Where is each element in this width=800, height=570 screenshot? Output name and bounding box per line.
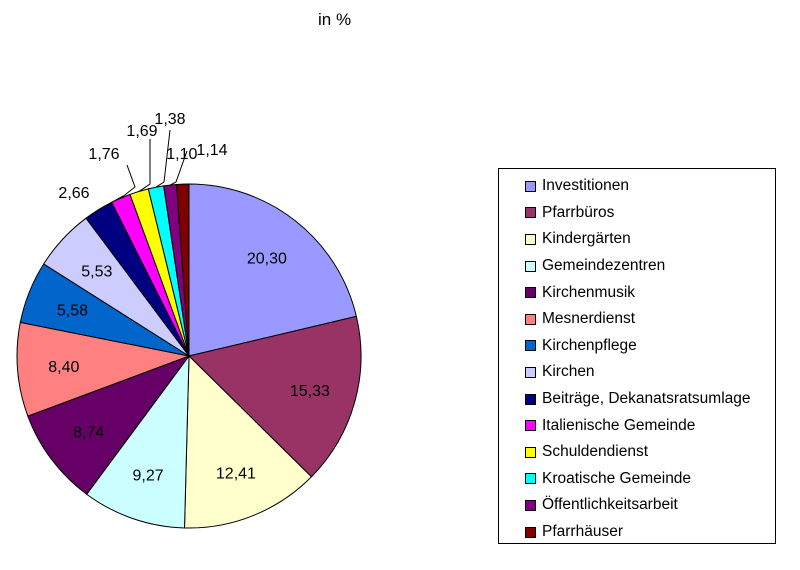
legend-swatch bbox=[525, 366, 536, 378]
pie-slice bbox=[27, 354, 191, 495]
legend-label: Beiträge, Dekanatsratsumlage bbox=[542, 390, 751, 408]
legend-item: Kirchenpflege bbox=[525, 333, 775, 360]
leader-line bbox=[138, 139, 151, 192]
legend-swatch bbox=[525, 499, 536, 511]
leader-line bbox=[120, 164, 136, 199]
slice-label: 20,30 bbox=[247, 251, 287, 268]
legend-item: Italienische Gemeinde bbox=[525, 412, 775, 439]
legend-item: Kirchenmusik bbox=[525, 279, 775, 306]
legend-swatch bbox=[525, 420, 536, 432]
legend-swatch bbox=[525, 473, 536, 485]
slice-label: 5,58 bbox=[57, 302, 88, 319]
legend-item: Kroatische Gemeinde bbox=[525, 466, 775, 493]
legend-label: Italienische Gemeinde bbox=[542, 416, 696, 434]
legend-label: Kirchenmusik bbox=[542, 283, 636, 301]
legend-swatch bbox=[525, 287, 536, 299]
pie-slice bbox=[16, 321, 191, 417]
legend-swatch bbox=[525, 393, 536, 405]
leader-line bbox=[169, 150, 188, 186]
slice-label: 5,53 bbox=[81, 264, 112, 281]
legend-label: Kindergärten bbox=[542, 230, 631, 248]
pie-slice bbox=[188, 315, 362, 478]
pie-slice bbox=[188, 183, 357, 357]
pie-slice bbox=[176, 183, 190, 357]
leader-line bbox=[155, 129, 171, 188]
pie-slice bbox=[85, 354, 190, 529]
legend-swatch bbox=[525, 260, 536, 272]
slice-label: 1,14 bbox=[196, 142, 227, 159]
slice-label: 8,40 bbox=[48, 359, 79, 376]
chart-title: in % bbox=[318, 10, 352, 29]
legend-label: Gemeindezentren bbox=[542, 257, 666, 275]
legend-label: Pfarrbüros bbox=[542, 203, 615, 221]
legend-item: Beiträge, Dekanatsratsumlage bbox=[525, 386, 775, 413]
legend-label: Kroatische Gemeinde bbox=[542, 469, 692, 487]
legend-label: Investitionen bbox=[542, 177, 630, 195]
legend-item: Öffentlichkeitsarbeit bbox=[525, 492, 775, 519]
legend-swatch bbox=[525, 207, 536, 219]
legend-item: Kindergärten bbox=[525, 226, 775, 253]
slice-label: 1,38 bbox=[154, 111, 185, 128]
legend-label: Kirchenpflege bbox=[542, 336, 637, 354]
legend-label: Mesnerdienst bbox=[542, 310, 636, 328]
legend: Investitionen Pfarrbüros Kindergärten Gemei… bbox=[498, 168, 776, 544]
legend-swatch bbox=[525, 340, 536, 352]
legend-item: Kirchen bbox=[525, 359, 775, 386]
pie-slice bbox=[184, 354, 313, 529]
legend-item: Pfarrhäuser bbox=[525, 519, 775, 546]
slice-label: 1,76 bbox=[88, 146, 119, 163]
legend-label: Pfarrhäuser bbox=[542, 523, 623, 541]
legend-swatch bbox=[525, 233, 536, 245]
legend-swatch bbox=[525, 180, 536, 192]
legend-item: Investitionen bbox=[525, 173, 775, 200]
legend-swatch bbox=[525, 446, 536, 458]
slice-label: 9,27 bbox=[133, 468, 164, 485]
slice-label: 8,74 bbox=[73, 425, 104, 442]
slice-label: 1,69 bbox=[126, 123, 157, 140]
legend-item: Mesnerdienst bbox=[525, 306, 775, 333]
slice-label: 12,41 bbox=[216, 465, 256, 482]
legend-item: Gemeindezentren bbox=[525, 253, 775, 280]
slice-label: 2,66 bbox=[58, 185, 89, 202]
legend-swatch bbox=[525, 313, 536, 325]
legend-label: Schuldendienst bbox=[542, 443, 648, 461]
legend-item: Pfarrbüros bbox=[525, 200, 775, 227]
legend-item: Schuldendienst bbox=[525, 439, 775, 466]
slice-label: 15,33 bbox=[290, 383, 330, 400]
legend-label: Öffentlichkeitsarbeit bbox=[542, 496, 678, 514]
legend-swatch bbox=[525, 526, 536, 538]
slice-label: 1,10 bbox=[166, 146, 197, 163]
legend-label: Kirchen bbox=[542, 363, 595, 381]
